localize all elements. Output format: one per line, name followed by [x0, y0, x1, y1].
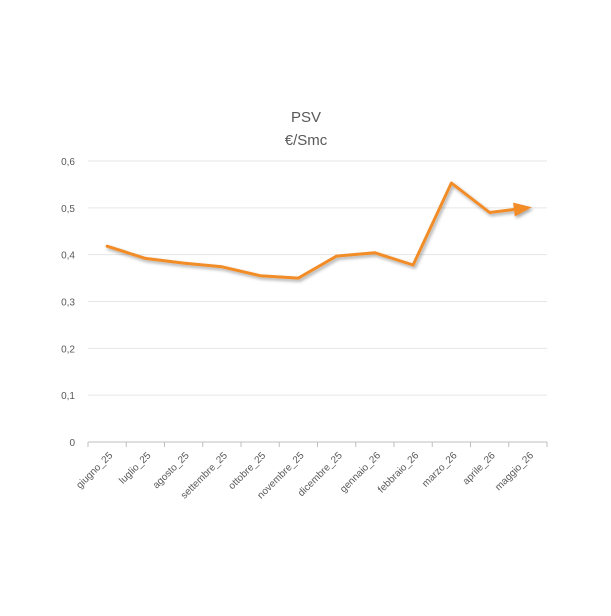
x-axis: giugno_25 luglio_25agosto_25settembre_25o… — [74, 441, 548, 501]
gridlines — [88, 160, 547, 396]
x-tick-label: maggio_26 — [493, 450, 536, 493]
x-tick-label: agosto_25 — [151, 450, 192, 491]
y-tick-label: 0,3 — [61, 298, 75, 309]
data-point — [335, 255, 338, 258]
y-tick-label: 0,6 — [61, 157, 75, 168]
chart-title: PSV — [291, 109, 321, 126]
data-point — [412, 263, 415, 266]
data-point — [373, 251, 376, 254]
data-point — [488, 211, 491, 214]
x-tick-label: marzo_26 — [420, 450, 460, 490]
y-tick-label: 0,5 — [61, 204, 75, 215]
x-tick-label: febbraio_26 — [376, 450, 421, 495]
data-point — [450, 182, 453, 185]
x-tick-label: giugno_25 — [74, 450, 115, 491]
data-point — [144, 257, 147, 260]
series — [105, 181, 532, 280]
data-point — [106, 245, 109, 248]
x-tick-label: luglio_25 — [117, 450, 153, 486]
y-tick-label: 0 — [69, 438, 75, 449]
data-point — [182, 262, 185, 265]
data-point — [526, 206, 529, 209]
y-tick-label: 0,1 — [61, 391, 75, 402]
data-point — [220, 265, 223, 268]
y-tick-label: 0,2 — [61, 344, 75, 355]
data-point — [259, 274, 262, 277]
x-tick-label: aprile_26 — [461, 450, 498, 487]
y-tick-label: 0,4 — [61, 251, 75, 262]
series-line — [105, 181, 516, 280]
chart-subtitle: €/Smc — [285, 132, 328, 149]
series-arrowhead — [513, 202, 532, 217]
data-point — [297, 277, 300, 280]
y-axis: 0 0,1 0,2 0,3 0,4 0,5 0,6 — [61, 157, 75, 449]
